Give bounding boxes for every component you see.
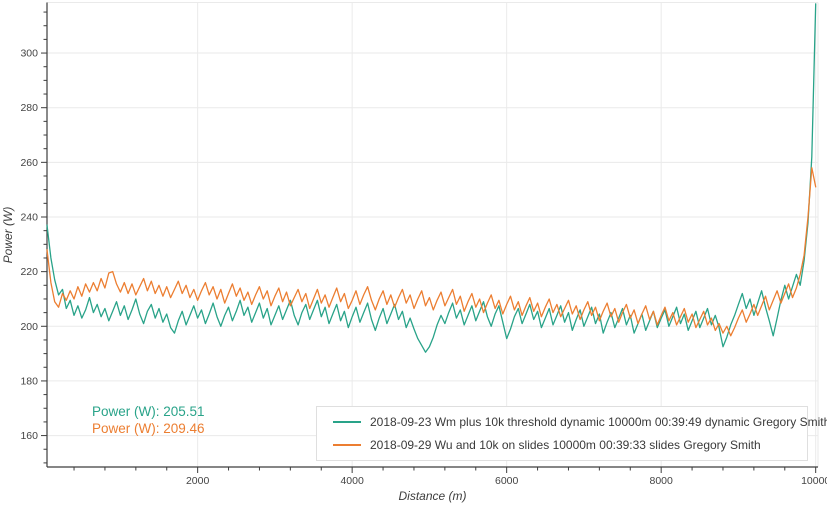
annotation-mean-power-1: Power (W): 205.51 — [92, 404, 205, 419]
legend-item-2[interactable]: 2018-09-29 Wu and 10k on slides 10000m 0… — [333, 438, 807, 452]
x-tick-label: 10000 — [801, 475, 827, 487]
series-line-2[interactable] — [46, 167, 817, 337]
x-tick-label: 8000 — [649, 475, 673, 487]
x-tick-label: 2000 — [186, 475, 210, 487]
y-tick-label: 200 — [20, 321, 38, 333]
series-line-1[interactable] — [46, 3, 817, 353]
legend-item-1[interactable]: 2018-09-23 Wm plus 10k threshold dynamic… — [333, 415, 827, 429]
y-tick-label: 280 — [20, 102, 38, 114]
legend: 2018-09-23 Wm plus 10k threshold dynamic… — [316, 406, 827, 461]
y-tick-label: 260 — [20, 157, 38, 169]
x-axis-title: Distance (m) — [398, 489, 467, 503]
x-tick-label: 6000 — [495, 475, 519, 487]
legend-swatch-2 — [333, 443, 361, 446]
y-axis-title: Power (W) — [1, 206, 15, 264]
y-tick-label: 160 — [20, 430, 38, 442]
y-tick-label: 220 — [20, 266, 38, 278]
x-tick-label: 4000 — [340, 475, 364, 487]
y-tick-label: 300 — [20, 48, 38, 60]
legend-label-2: 2018-09-29 Wu and 10k on slides 10000m 0… — [370, 437, 761, 452]
legend-swatch-1 — [333, 421, 361, 424]
annotation-mean-power-2: Power (W): 209.46 — [92, 421, 205, 436]
y-tick-label: 180 — [20, 375, 38, 387]
y-tick-label: 240 — [20, 211, 38, 223]
legend-label-1: 2018-09-23 Wm plus 10k threshold dynamic… — [370, 415, 827, 430]
